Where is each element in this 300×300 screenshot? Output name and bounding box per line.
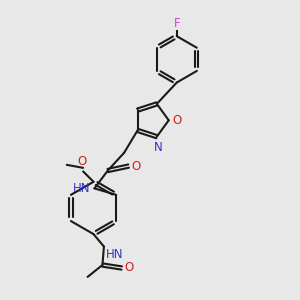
Text: F: F bbox=[173, 17, 180, 30]
Text: O: O bbox=[77, 155, 86, 168]
Text: O: O bbox=[131, 160, 140, 172]
Text: HN: HN bbox=[73, 182, 90, 196]
Text: HN: HN bbox=[105, 248, 123, 261]
Text: O: O bbox=[172, 114, 182, 127]
Text: N: N bbox=[154, 141, 163, 154]
Text: O: O bbox=[124, 262, 134, 275]
